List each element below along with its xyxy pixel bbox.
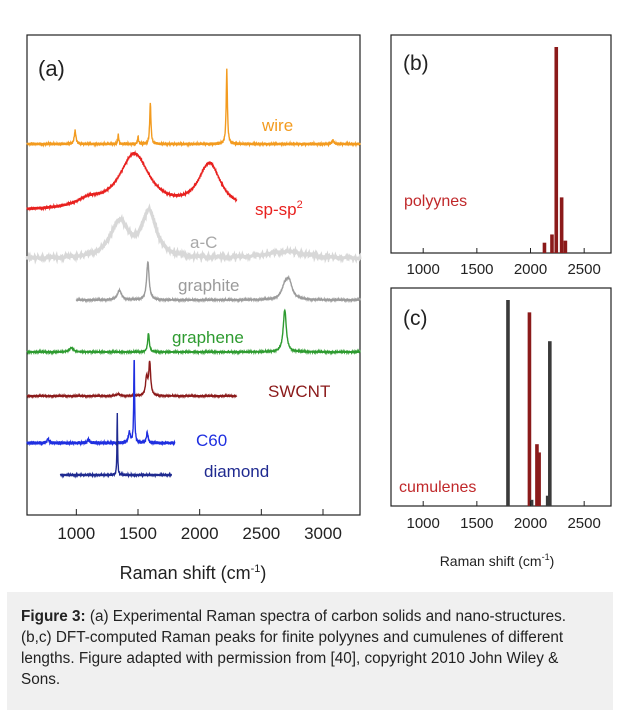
raman-peak-bar (506, 300, 510, 506)
panel-a-ticks: 1000 1500 2000 2500 3000 (57, 509, 342, 543)
panel-c-xlabel-main: Raman shift (cm (440, 553, 542, 569)
spectrum-c60 (26, 359, 176, 447)
tick-label: 2000 (514, 515, 547, 532)
panel-b-series-label: polyynes (404, 193, 467, 210)
panel-c-label: (c) (403, 307, 428, 330)
panel-b-bars (542, 47, 568, 253)
panel-b: (b) polyynes 1000 1500 2000 2500 (390, 34, 612, 278)
panel-a-frame (26, 34, 361, 516)
raman-peak-bar (550, 234, 554, 253)
figure-caption: Figure 3: (a) Experimental Raman spectra… (7, 592, 613, 710)
spectrum-graphene (26, 308, 361, 356)
series-label-a-c: a-C (190, 233, 217, 252)
series-label-diamond: diamond (204, 462, 269, 481)
tick-label: 2500 (242, 524, 280, 543)
panel-a-xlabel-main: Raman shift (cm (120, 563, 251, 583)
panel-a: (a) wire sp-sp2 a-C graphite graphene SWCNT C6… (25, 34, 362, 583)
panel-c-xlabel-end: ) (550, 553, 555, 569)
spectrum-a-c (25, 203, 362, 265)
tick-label: 1500 (460, 515, 493, 532)
panel-a-curves (25, 68, 362, 479)
caption-label: Figure 3: (21, 608, 86, 625)
series-label-swcnt: SWCNT (268, 382, 330, 401)
series-label-c60: C60 (196, 431, 227, 450)
raman-peak-bar (563, 240, 568, 253)
panel-c-xlabel-sup: -1 (542, 552, 550, 562)
tick-label: 2000 (181, 524, 219, 543)
tick-label: 1000 (57, 524, 95, 543)
series-label-graphene: graphene (172, 328, 244, 347)
panel-b-frame (390, 34, 612, 254)
series-label-wire: wire (261, 116, 293, 135)
tick-label: 2500 (567, 261, 600, 278)
figure: (a) wire sp-sp2 a-C graphite graphene SWCNT C6… (25, 34, 612, 583)
panel-c-bars (506, 300, 552, 506)
raman-peak-bar (529, 499, 534, 506)
panel-a-label: (a) (38, 56, 65, 81)
spectrum-diamond (59, 412, 172, 479)
series-label-sp-sp: sp-sp2 (255, 199, 303, 219)
tick-label: 1000 (407, 515, 440, 532)
tick-label: 2500 (567, 515, 600, 532)
raman-peak-bar (535, 444, 539, 506)
tick-label: 3000 (304, 524, 342, 543)
panel-a-xlabel-end: ) (260, 563, 266, 583)
caption-text: (a) Experimental Raman spectra of carbon… (21, 608, 566, 688)
spectrum-sp-sp (26, 149, 238, 212)
tick-label: 1500 (460, 261, 493, 278)
raman-peak-bar (548, 341, 552, 506)
panel-c-xlabel: Raman shift (cm-1) (440, 552, 555, 569)
panel-a-xlabel-sup: -1 (251, 563, 261, 575)
tick-label: 1000 (407, 261, 440, 278)
raman-peak-bar (537, 452, 541, 506)
tick-label: 2000 (514, 261, 547, 278)
panel-b-ticks: 1000 1500 2000 2500 (407, 248, 601, 278)
raman-peak-bar (545, 495, 550, 506)
spectrum-swcnt (26, 360, 238, 400)
spectrum-wire (26, 68, 361, 148)
panel-a-series-labels: wire sp-sp2 a-C graphite graphene SWCNT C60 dia… (172, 116, 330, 481)
panel-b-label: (b) (403, 52, 429, 75)
panel-c: (c) cumulenes 1000 1500 2000 2500 Raman shi… (390, 287, 612, 569)
raman-peak-bar (554, 47, 559, 253)
panel-c-frame (390, 287, 612, 507)
raman-peak-bar (559, 197, 564, 253)
raman-peak-bar (542, 242, 547, 253)
panel-c-series-label: cumulenes (399, 479, 476, 496)
spectrum-graphite (75, 260, 361, 304)
panel-a-xlabel: Raman shift (cm-1) (120, 563, 267, 583)
panel-c-ticks: 1000 1500 2000 2500 (407, 501, 601, 532)
tick-label: 1500 (119, 524, 157, 543)
raman-peak-bar (527, 312, 532, 506)
series-label-graphite: graphite (178, 276, 239, 295)
